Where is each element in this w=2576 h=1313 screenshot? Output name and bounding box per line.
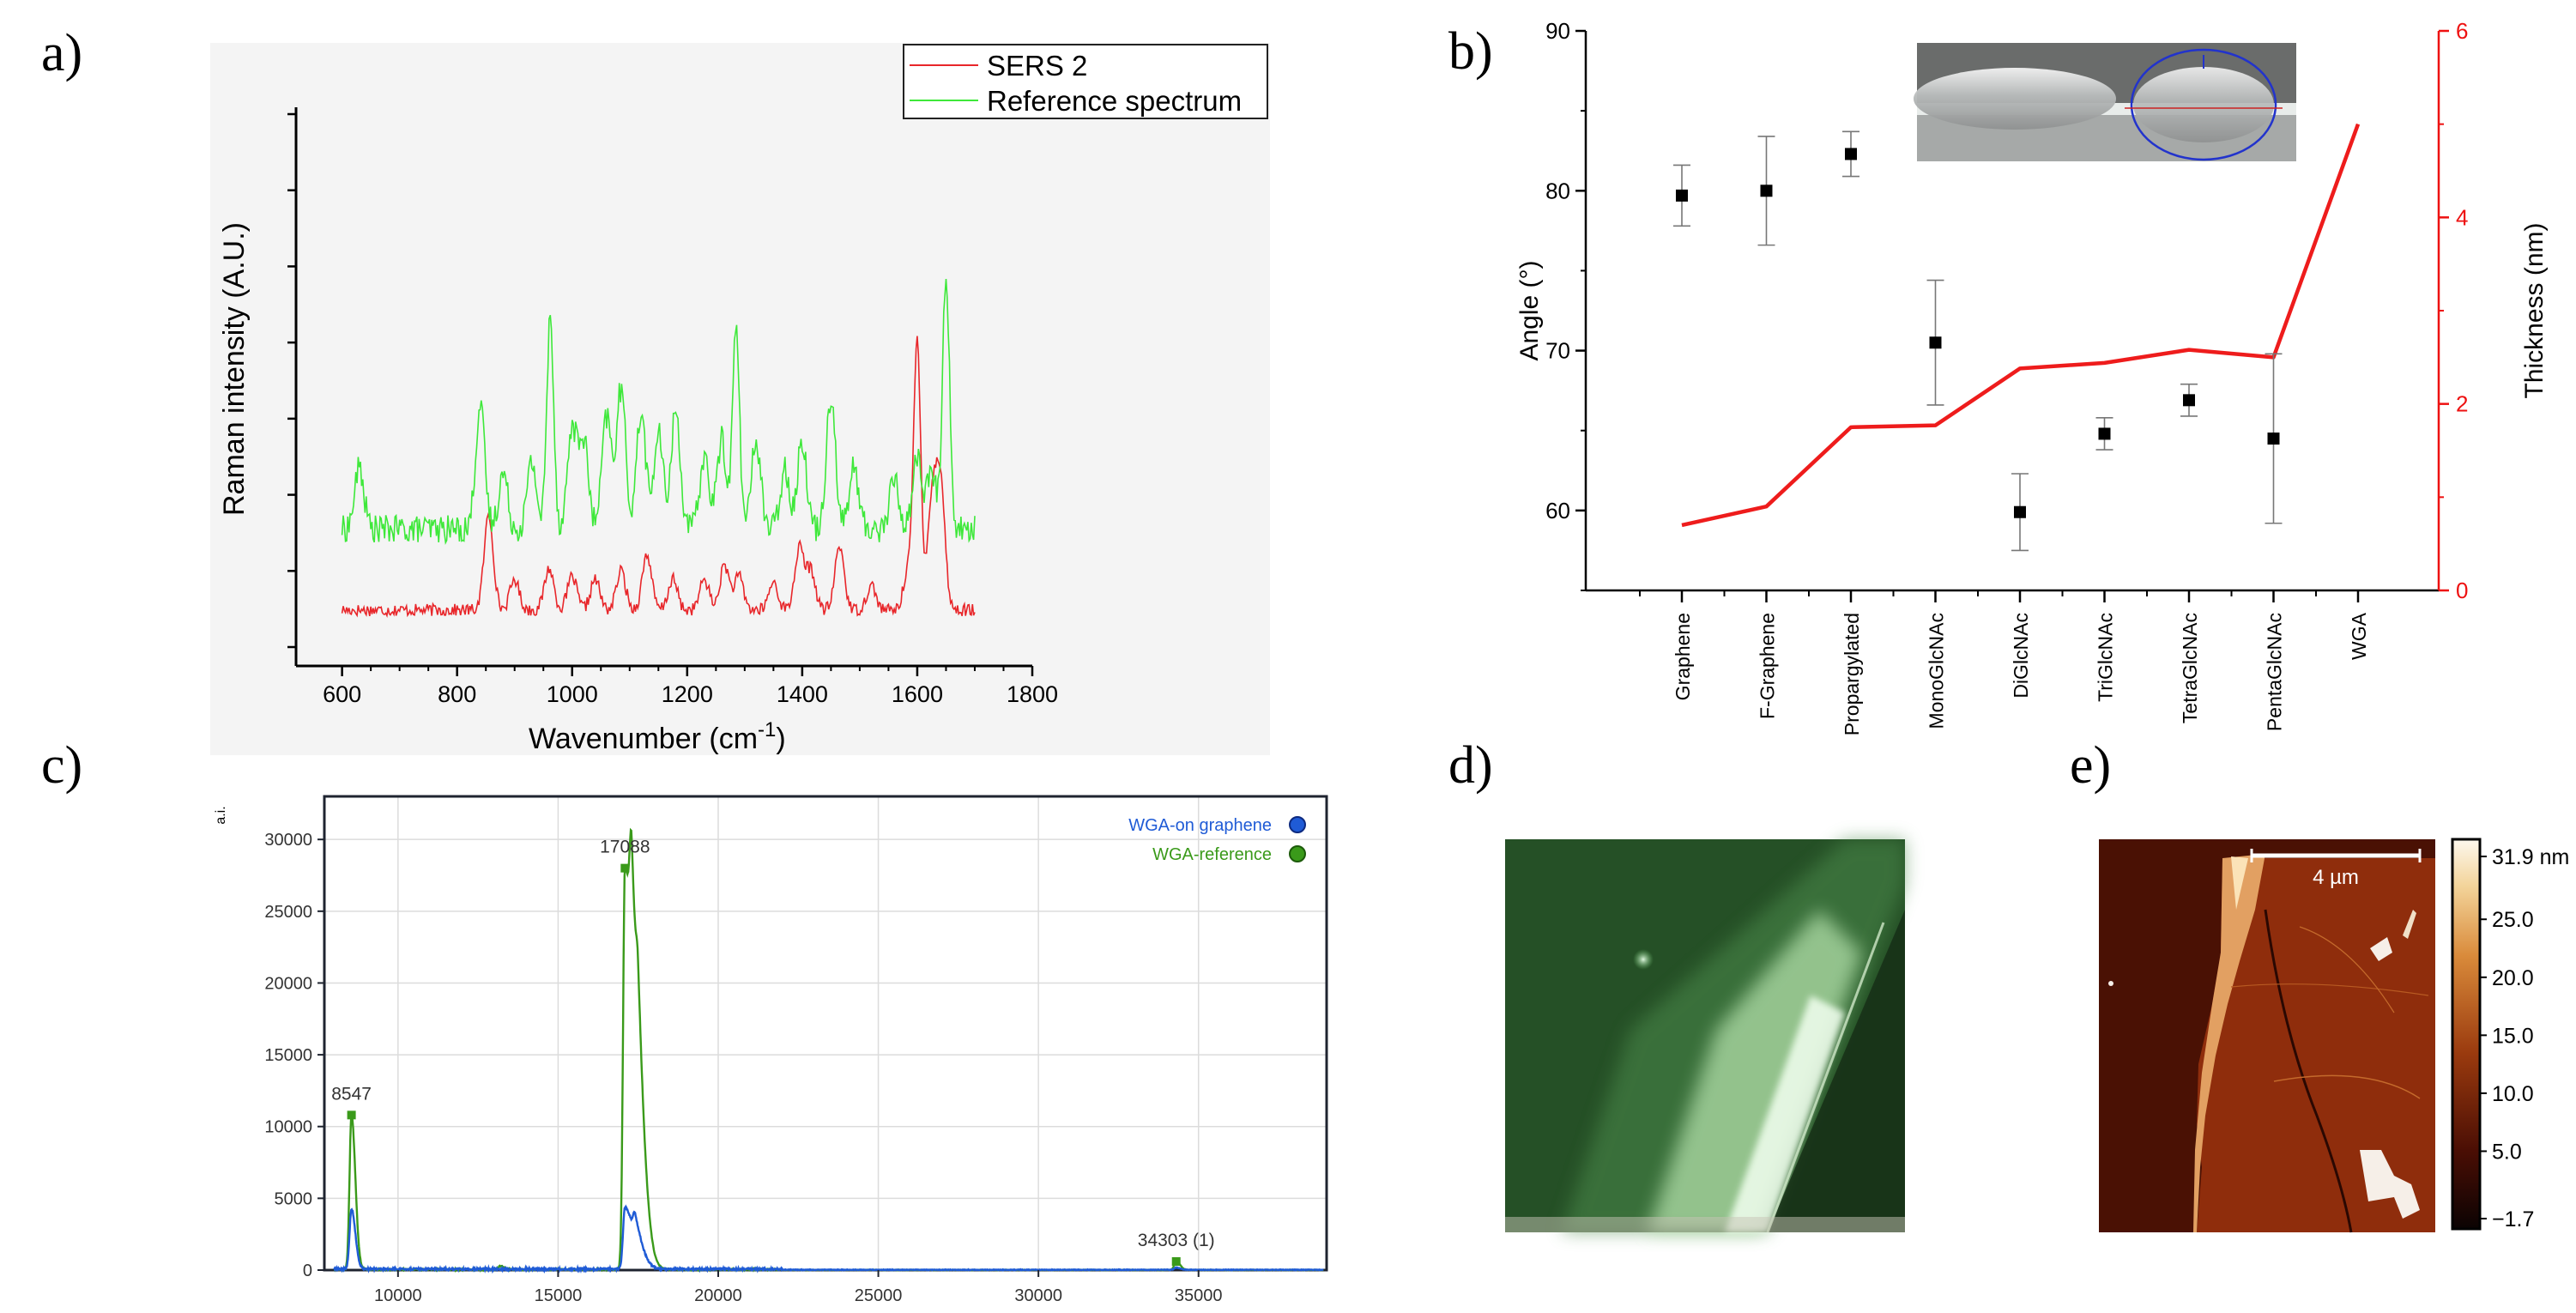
x-tick-label: WGA: [2348, 612, 2370, 660]
peak-label: 8547: [331, 1084, 372, 1104]
legend-marker-wga-reference: [1289, 845, 1306, 862]
y2-tick-label: 0: [2456, 578, 2468, 603]
x-tick-label: 20000: [694, 1286, 742, 1305]
series-line-wga-on-graphene: [333, 1204, 1324, 1274]
y-tick-label: 0: [303, 1262, 312, 1280]
x-tick-label: F-Graphene: [1757, 613, 1779, 719]
x-tick-label: 1200: [662, 681, 713, 707]
angle-point: [2180, 383, 2198, 417]
y-tick-label: 15000: [264, 1046, 312, 1065]
x-tick-label: 25000: [855, 1286, 903, 1305]
x-tick-label: MonoGlcNAc: [1926, 613, 1948, 729]
panel-a-x-axis-label: Wavenumber (cm-1): [529, 718, 786, 755]
x-tick-label: 35000: [1175, 1286, 1223, 1305]
y-tick-label: 60: [1545, 498, 1570, 523]
panel-a-y-axis-label: Raman intensity (A.U.): [218, 222, 251, 516]
droplet-photo-inset: [1914, 43, 2296, 161]
fluorescence-image: [1505, 839, 1905, 1233]
legend-label-reference: Reference spectrum: [987, 85, 1242, 117]
x-tick-label: DiGlcNAc: [2010, 613, 2032, 699]
thickness-line: [1681, 123, 2361, 528]
colorbar-tick-label: 10.0: [2492, 1082, 2534, 1106]
mass-spectrum-chart: 0 5000 10000 15000 20000 25000 30000 10000 1500…: [214, 795, 1328, 1305]
colorbar-tick-label: 25.0: [2492, 908, 2534, 932]
y-tick-label: 20000: [264, 974, 312, 993]
panel-label-d: d): [1448, 736, 1493, 795]
x-tick-label: 1000: [547, 681, 598, 707]
series-line-sers-2: [341, 336, 976, 619]
y-tick-label: 25000: [264, 903, 312, 922]
y2-tick-label: 2: [2456, 391, 2468, 417]
peak-label: 17088: [600, 838, 650, 857]
angle-point: [1842, 130, 1859, 178]
panel-label-b: b): [1448, 22, 1493, 81]
colorbar-tick-label: 5.0: [2492, 1140, 2522, 1164]
x-tick-label: 1400: [777, 681, 828, 707]
panel-b-y-axis-label: Angle (°): [1515, 260, 1544, 360]
angle-point: [2095, 417, 2113, 451]
afm-colorbar: [2451, 838, 2482, 1231]
x-tick-label: 30000: [1014, 1286, 1062, 1305]
angle-point: [1926, 279, 1944, 406]
legend-label-sers: SERS 2: [987, 50, 1087, 82]
angle-point: [2011, 473, 2029, 552]
colorbar-tick-label: 31.9 nm: [2492, 845, 2569, 869]
angle-point: [1757, 136, 1775, 246]
panel-b-y2-axis-label: Thickness (nm): [2520, 222, 2549, 398]
x-tick-label: 800: [438, 681, 476, 707]
legend-label-wga-graphene: WGA-on graphene: [1128, 816, 1272, 835]
y-tick-label: 90: [1545, 18, 1570, 44]
panel-a-legend: [903, 44, 1268, 119]
panel-label-a: a): [41, 24, 82, 82]
panel-c-frame: [323, 795, 1328, 1272]
y-tick-label: 30000: [264, 831, 312, 850]
x-tick-label: TetraGlcNAc: [2179, 613, 2201, 723]
panel-c-y-axis-label: a.i.: [214, 806, 228, 824]
y2-tick-label: 6: [2456, 18, 2468, 44]
raman-spectrum-chart: 600 800 1000 1200 1400 1600 1800 Wavenumber (c…: [210, 43, 1270, 755]
x-tick-label: Propargylated: [1841, 613, 1863, 735]
contact-angle-chart: 60 70 80 90 0 2 4 6 Graphene F-Graphene Propargy…: [1515, 18, 2549, 735]
colorbar-tick-label: −1.7: [2492, 1207, 2534, 1231]
x-tick-label: TriGlcNAc: [2095, 613, 2117, 702]
angle-point: [1673, 164, 1690, 227]
peak-marker: [347, 1110, 356, 1120]
x-tick-label: 1800: [1007, 681, 1058, 707]
x-tick-label: 10000: [374, 1286, 422, 1305]
y-tick-label: 5000: [275, 1189, 313, 1208]
peak-marker: [1171, 1256, 1181, 1266]
y2-tick-label: 4: [2456, 204, 2468, 230]
peak-label: 34303 (1): [1138, 1231, 1215, 1250]
series-line-reference-spectrum: [341, 278, 976, 546]
series-line-wga-reference: [333, 827, 1324, 1273]
y-tick-label: 10000: [264, 1118, 312, 1137]
colorbar-tick-label: 15.0: [2492, 1024, 2534, 1048]
panel-label-c: c): [41, 736, 82, 795]
x-tick-label: PentaGlcNAc: [2264, 613, 2286, 731]
angle-point: [2265, 353, 2283, 524]
x-tick-label: Graphene: [1672, 613, 1694, 700]
x-tick-label: 1600: [892, 681, 943, 707]
panel-a-background: [210, 43, 1270, 755]
legend-marker-wga-graphene: [1289, 816, 1306, 833]
afm-height-image: 4 µm 31.9 nm 25.0 20.0 15.0 10.0 5.0 −1.7: [2099, 838, 2569, 1233]
x-tick-label: 15000: [535, 1286, 583, 1305]
peak-marker: [620, 863, 630, 873]
x-tick-label: 600: [323, 681, 361, 707]
legend-label-wga-reference: WGA-reference: [1152, 845, 1272, 864]
colorbar-tick-label: 20.0: [2492, 966, 2534, 990]
panel-label-e: e): [2070, 736, 2111, 795]
scale-bar-label: 4 µm: [2313, 866, 2359, 889]
y-tick-label: 70: [1545, 338, 1570, 364]
y-tick-label: 80: [1545, 178, 1570, 203]
